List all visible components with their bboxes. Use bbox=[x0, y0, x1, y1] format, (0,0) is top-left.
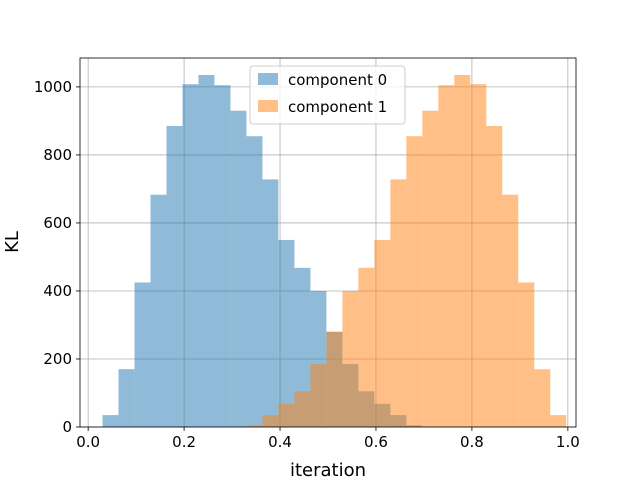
histogram-bar-component-1 bbox=[294, 391, 311, 427]
x-tick-label: 0.4 bbox=[268, 433, 292, 451]
histogram-bar-component-0 bbox=[166, 126, 183, 427]
histogram-bar-component-1 bbox=[342, 290, 359, 427]
histogram-bar-component-1 bbox=[422, 110, 439, 427]
histogram-bar-component-0 bbox=[198, 75, 215, 427]
histogram-bar-component-1 bbox=[550, 415, 567, 427]
legend: component 0 component 1 bbox=[249, 65, 406, 125]
histogram-bar-component-0 bbox=[118, 369, 135, 427]
legend-frame bbox=[249, 65, 406, 125]
histogram-bar-component-1 bbox=[358, 267, 375, 427]
y-tick-label: 200 bbox=[43, 350, 72, 368]
histogram-bar-component-0 bbox=[134, 282, 151, 427]
legend-label-component-0: component 0 bbox=[288, 71, 387, 89]
y-tick-label: 800 bbox=[43, 146, 72, 164]
y-axis-ticks: 0 200 400 600 800 1000 bbox=[34, 78, 80, 436]
histogram-bar-component-1 bbox=[518, 282, 535, 427]
histogram-bar-component-1 bbox=[406, 136, 423, 427]
histogram-bar-component-1 bbox=[262, 415, 279, 427]
histogram-bar-component-1 bbox=[390, 179, 407, 427]
x-tick-label: 1.0 bbox=[556, 433, 580, 451]
histogram-bar-component-1 bbox=[502, 194, 519, 427]
x-tick-label: 0.8 bbox=[460, 433, 484, 451]
histogram-bar-component-1 bbox=[310, 364, 327, 427]
y-tick-label: 0 bbox=[62, 418, 72, 436]
histogram-bar-component-0 bbox=[294, 267, 311, 427]
histogram-bar-component-0 bbox=[262, 179, 279, 427]
plot-frame bbox=[79, 57, 577, 428]
histogram-bar-component-0 bbox=[214, 85, 231, 428]
y-tick-label: 600 bbox=[43, 214, 72, 232]
y-tick-label: 1000 bbox=[34, 78, 72, 96]
x-tick-label: 0.2 bbox=[172, 433, 196, 451]
histogram-bar-component-0 bbox=[102, 415, 119, 427]
legend-label-component-1: component 1 bbox=[288, 98, 387, 116]
x-axis-ticks: 0.0 0.2 0.4 0.6 0.8 1.0 bbox=[76, 427, 580, 451]
x-axis-label: iteration bbox=[290, 460, 366, 480]
histogram-bar-component-1 bbox=[326, 331, 343, 427]
y-tick-label: 400 bbox=[43, 282, 72, 300]
histogram-bar-component-1 bbox=[454, 75, 471, 427]
histogram-bar-component-0 bbox=[278, 239, 295, 427]
x-tick-label: 0.6 bbox=[364, 433, 388, 451]
histogram-bar-component-0 bbox=[150, 194, 167, 427]
histogram-bar-component-0 bbox=[246, 136, 263, 427]
histogram-bars bbox=[102, 75, 567, 428]
histogram-bar-component-1 bbox=[246, 425, 263, 427]
legend-swatch-component-1 bbox=[258, 100, 278, 112]
histogram-bar-component-1 bbox=[278, 403, 295, 427]
y-axis-label: KL bbox=[2, 231, 23, 253]
histogram-bar-component-1 bbox=[470, 84, 487, 427]
histogram-bar-component-1 bbox=[486, 126, 503, 427]
histogram-bar-component-1 bbox=[374, 239, 391, 427]
histogram-bar-component-1 bbox=[534, 369, 551, 427]
histogram-bar-component-1 bbox=[438, 85, 455, 428]
histogram-bar-component-0 bbox=[182, 84, 199, 427]
histogram-bar-component-0 bbox=[230, 110, 247, 427]
legend-swatch-component-0 bbox=[258, 73, 278, 85]
x-tick-label: 0.0 bbox=[76, 433, 100, 451]
